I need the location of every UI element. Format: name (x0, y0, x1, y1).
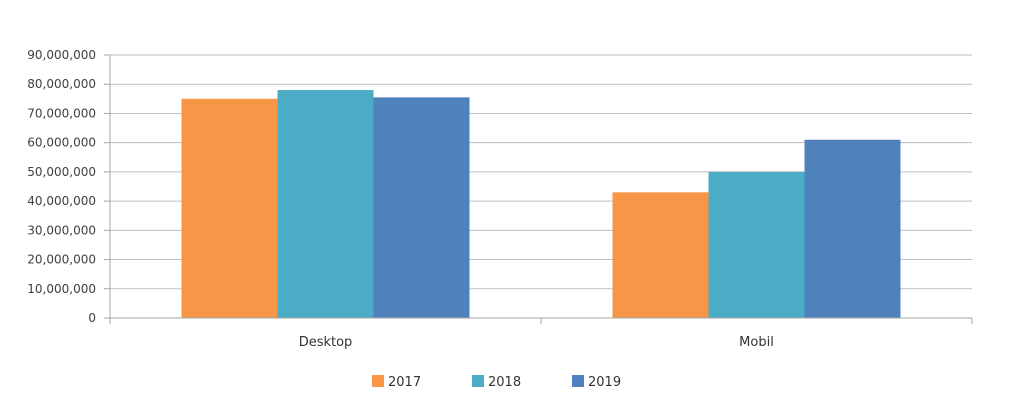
y-tick-label: 40,000,000 (27, 194, 96, 208)
y-tick-label: 90,000,000 (27, 48, 96, 62)
y-tick-label: 50,000,000 (27, 165, 96, 179)
bar-mobil-2018 (708, 171, 805, 318)
bars (181, 90, 901, 318)
y-tick-label: 70,000,000 (27, 106, 96, 120)
legend-label-2017: 2017 (388, 375, 421, 390)
x-axis-category-labels: Desktop Mobil (299, 335, 774, 350)
y-tick-label: 10,000,000 (27, 282, 96, 296)
legend: 2017 2018 2019 (372, 375, 621, 390)
bar-desktop-2018 (277, 90, 374, 318)
y-axis-tick-labels: 0 10,000,000 20,000,000 30,000,000 40,000,00… (27, 48, 96, 325)
y-tick-label: 20,000,000 (27, 253, 96, 267)
x-category-label: Desktop (299, 335, 353, 350)
legend-swatch-2017 (372, 375, 384, 387)
y-tick-label: 80,000,000 (27, 77, 96, 91)
bar-mobil-2019 (804, 139, 901, 318)
x-category-label: Mobil (739, 335, 774, 350)
legend-label-2018: 2018 (488, 375, 521, 390)
y-tick-label: 0 (88, 311, 96, 325)
bar-desktop-2019 (373, 97, 470, 318)
y-tick-label: 60,000,000 (27, 136, 96, 150)
bar-mobil-2017 (612, 192, 709, 318)
axes (104, 54, 973, 324)
bar-desktop-2017 (181, 98, 278, 318)
y-tick-label: 30,000,000 (27, 223, 96, 237)
legend-swatch-2018 (472, 375, 484, 387)
legend-swatch-2019 (572, 375, 584, 387)
legend-label-2019: 2019 (588, 375, 621, 390)
